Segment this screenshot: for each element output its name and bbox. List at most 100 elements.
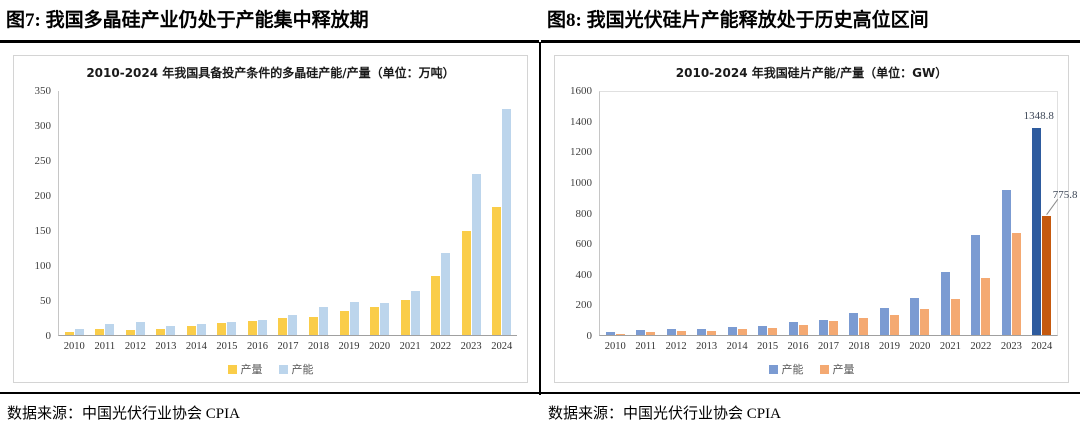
x-tick-label: 2021 xyxy=(939,341,961,352)
x-tick-label: 2023 xyxy=(460,341,482,352)
bar-pair xyxy=(370,302,390,335)
y-tick-label: 0 xyxy=(45,330,52,342)
y-tick-label: 600 xyxy=(575,238,593,251)
bar-pair xyxy=(461,174,481,335)
bar-产能-2023 xyxy=(471,174,481,335)
bar-产能-2012 xyxy=(135,321,145,335)
y-tick-label: 1200 xyxy=(570,146,592,159)
y-tick-label: 0 xyxy=(586,330,593,342)
bar-pair xyxy=(940,272,960,335)
y-tick-label: 1600 xyxy=(570,85,592,97)
bar-group-2012: 2012 xyxy=(120,91,151,352)
legend-item-capacity: 产能 xyxy=(278,361,314,377)
figure-8-source: 数据来源：中国光伏行业协会 CPIA xyxy=(548,406,781,422)
x-tick-label: 2021 xyxy=(399,341,421,352)
bar-产量-2013 xyxy=(707,330,717,335)
bar-产量-2020 xyxy=(370,307,380,335)
bar-pair xyxy=(1032,128,1052,335)
x-tick-label: 2012 xyxy=(124,341,146,352)
bar-group-2011: 2011 xyxy=(630,92,660,352)
y-tick-label: 350 xyxy=(34,85,52,97)
figure-7-heading-rule xyxy=(0,40,539,43)
x-tick-label: 2012 xyxy=(665,341,687,352)
legend-label-capacity: 产能 xyxy=(291,363,314,376)
bar-产量-2021 xyxy=(400,299,410,335)
x-tick-label: 2015 xyxy=(757,341,779,352)
x-tick-label: 2022 xyxy=(430,341,452,352)
bar-pair xyxy=(879,308,899,335)
polysilicon-bar-chart: 0 50 100 150 200 250 300 350 2010 2011 2012 2013 20… xyxy=(18,85,517,352)
bar-group-2015: 2015 xyxy=(752,92,782,352)
figure-8-panel: 图8: 我国光伏硅片产能释放处于历史高位区间 2010-2024 年我国硅片产能… xyxy=(541,0,1080,432)
bar-产量-2011 xyxy=(95,329,105,335)
bar-产能-2012 xyxy=(666,328,676,335)
y-tick-label: 300 xyxy=(34,120,52,132)
y-tick-label: 200 xyxy=(575,299,593,312)
bar-产量-2014 xyxy=(186,325,196,335)
bar-pair xyxy=(64,329,84,335)
bar-产量-2015 xyxy=(217,323,227,335)
bar-group-2023: 2023 xyxy=(456,91,487,352)
bar-产量-2019 xyxy=(339,311,349,335)
x-tick-label: 2019 xyxy=(878,341,900,352)
bar-产量-2010 xyxy=(64,331,74,335)
bar-group-2021: 2021 xyxy=(935,92,965,352)
bar-产量-2010 xyxy=(615,333,625,335)
bar-group-2019: 2019 xyxy=(874,92,904,352)
bar-group-2014: 2014 xyxy=(722,92,752,352)
bar-pair xyxy=(1001,189,1021,335)
x-tick-label: 2016 xyxy=(787,341,809,352)
bar-产量-2013 xyxy=(156,329,166,335)
bar-产能-2014 xyxy=(196,324,206,335)
bar-产能-2020 xyxy=(910,298,920,335)
x-tick-label: 2017 xyxy=(277,341,299,352)
y-axis: 0 200 400 600 800 1000 1200 1400 1600 xyxy=(559,85,599,342)
bar-产量-2024 xyxy=(492,206,502,335)
figure-7-legend: 产量 产能 xyxy=(14,361,527,377)
bar-group-2017: 2017 xyxy=(813,92,843,352)
legend-swatch-output xyxy=(819,364,829,374)
bar-pair xyxy=(636,329,656,335)
bar-产量-2016 xyxy=(247,321,257,335)
bar-group-2016: 2016 xyxy=(242,91,273,352)
plot-area: 2010 2011 2012 2013 2014 2015 2016 2017 2018 2019… xyxy=(58,91,517,352)
bar-产量-2021 xyxy=(950,299,960,335)
figure-8-bottom-rule xyxy=(541,392,1080,394)
bar-pair xyxy=(727,327,747,335)
bar-产量-2024 xyxy=(1042,216,1052,335)
bar-产能-2015 xyxy=(227,321,237,335)
bar-group-2018: 2018 xyxy=(303,91,334,352)
bar-产能-2019 xyxy=(349,302,359,335)
bar-pair xyxy=(339,302,359,335)
bar-产能-2011 xyxy=(105,323,115,335)
y-axis: 0 50 100 150 200 250 300 350 xyxy=(18,85,58,342)
figure-8-heading: 图8: 我国光伏硅片产能释放处于历史高位区间 xyxy=(547,10,929,31)
bar-group-2023: 2023 xyxy=(996,92,1026,352)
legend-label-output: 产量 xyxy=(832,363,855,376)
bar-group-2012: 2012 xyxy=(661,92,691,352)
bar-产量-2012 xyxy=(125,330,135,335)
bar-产量-2012 xyxy=(676,331,686,335)
bar-产能-2016 xyxy=(257,320,267,335)
bar-产能-2024 xyxy=(502,108,512,335)
bar-产能-2017 xyxy=(288,315,298,335)
bar-产能-2022 xyxy=(971,234,981,335)
x-tick-label: 2011 xyxy=(94,341,116,352)
bar-pair xyxy=(819,319,839,335)
x-tick-label: 2014 xyxy=(726,341,748,352)
x-tick-label: 2018 xyxy=(848,341,870,352)
y-tick-label: 250 xyxy=(34,155,52,167)
figure-7-panel: 图7: 我国多晶硅产业仍处于产能集中释放期 2010-2024 年我国具备投产条… xyxy=(0,0,539,432)
bar-产能-2013 xyxy=(697,328,707,335)
bar-pair xyxy=(247,320,267,335)
figure-7-source: 数据来源：中国光伏行业协会 CPIA xyxy=(7,406,240,422)
y-tick-label: 200 xyxy=(34,190,52,202)
bar-产量-2020 xyxy=(920,309,930,335)
bar-group-2021: 2021 xyxy=(395,91,426,352)
bar-产量-2015 xyxy=(768,327,778,335)
legend-swatch-output xyxy=(227,364,237,374)
bar-pair xyxy=(492,108,512,335)
y-tick-label: 1000 xyxy=(570,176,592,189)
figure-8-chart-box: 2010-2024 年我国硅片产能/产量（单位：GW） 0 200 400 600 80… xyxy=(554,55,1078,383)
bar-产能-2018 xyxy=(849,312,859,335)
